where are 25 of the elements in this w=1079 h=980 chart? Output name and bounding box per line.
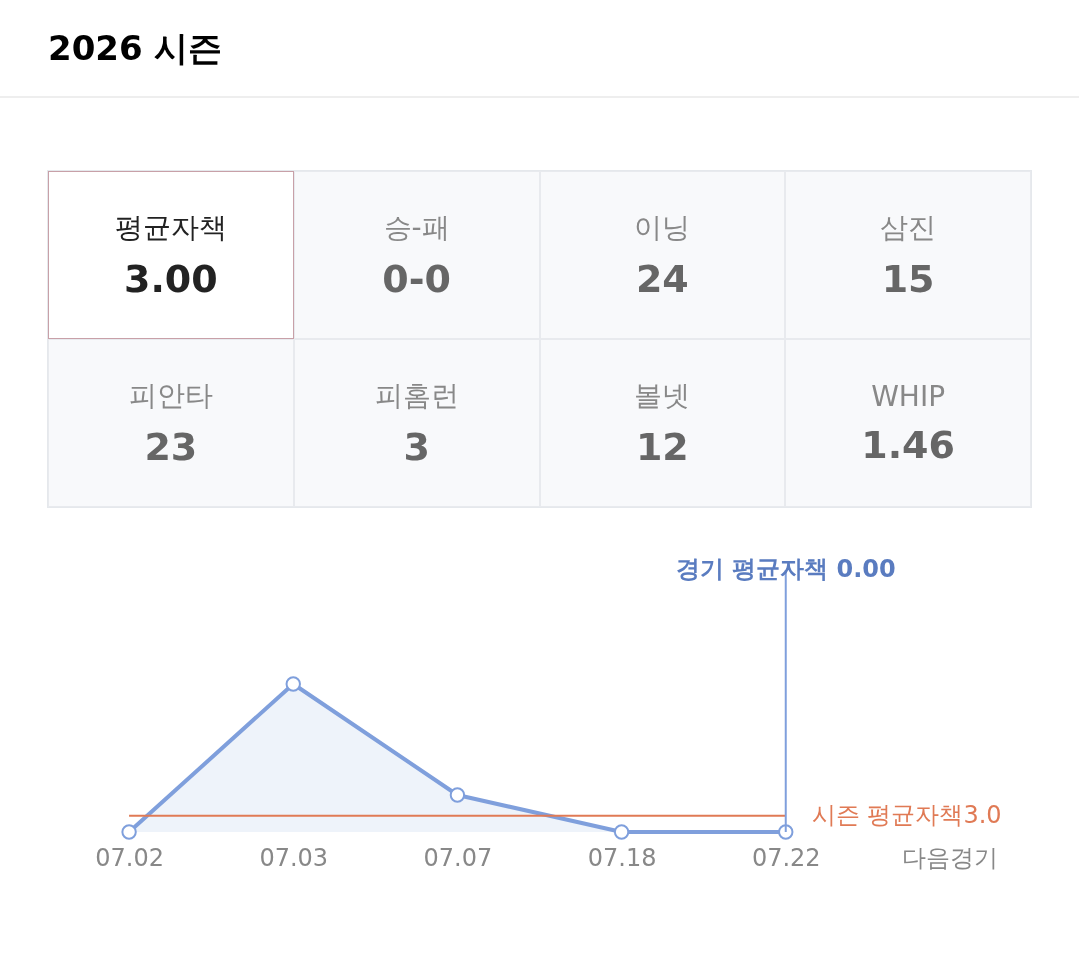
text: 0-0 bbox=[382, 257, 451, 301]
text: 23 bbox=[144, 425, 198, 469]
text: 3.00 bbox=[123, 257, 218, 301]
x-tick-label: 07.18 bbox=[587, 843, 657, 872]
x-tick-label: 07.02 bbox=[95, 843, 164, 872]
series-label: 시즌 평균자책3.0 bbox=[811, 800, 1002, 829]
text: 24 bbox=[635, 257, 689, 301]
x-tick-label: 07.22 bbox=[751, 843, 821, 872]
category-label: WHIP bbox=[871, 379, 946, 413]
category-label: 피홈런 bbox=[374, 378, 459, 414]
x-tick-label: 07.03 bbox=[259, 843, 329, 872]
annotation: 경기 평균자책 0.00 bbox=[675, 555, 896, 583]
category-label: 이닝 bbox=[634, 210, 691, 246]
category-label: 승-패 bbox=[383, 210, 450, 246]
text: 1.46 bbox=[861, 422, 955, 467]
text: 12 bbox=[635, 425, 689, 469]
x-tick-label: 다음경기 bbox=[902, 843, 999, 872]
category-label: 피안타 bbox=[128, 378, 213, 414]
category-label: 삼진 bbox=[880, 210, 937, 246]
text: 15 bbox=[881, 257, 935, 301]
x-tick-label: 07.07 bbox=[423, 843, 493, 872]
text: 3 bbox=[403, 425, 430, 469]
text: 2026 시즌 bbox=[0, 0, 1079, 98]
category-label: 평균자책 bbox=[114, 210, 227, 246]
category-label: 볼넷 bbox=[634, 378, 691, 414]
